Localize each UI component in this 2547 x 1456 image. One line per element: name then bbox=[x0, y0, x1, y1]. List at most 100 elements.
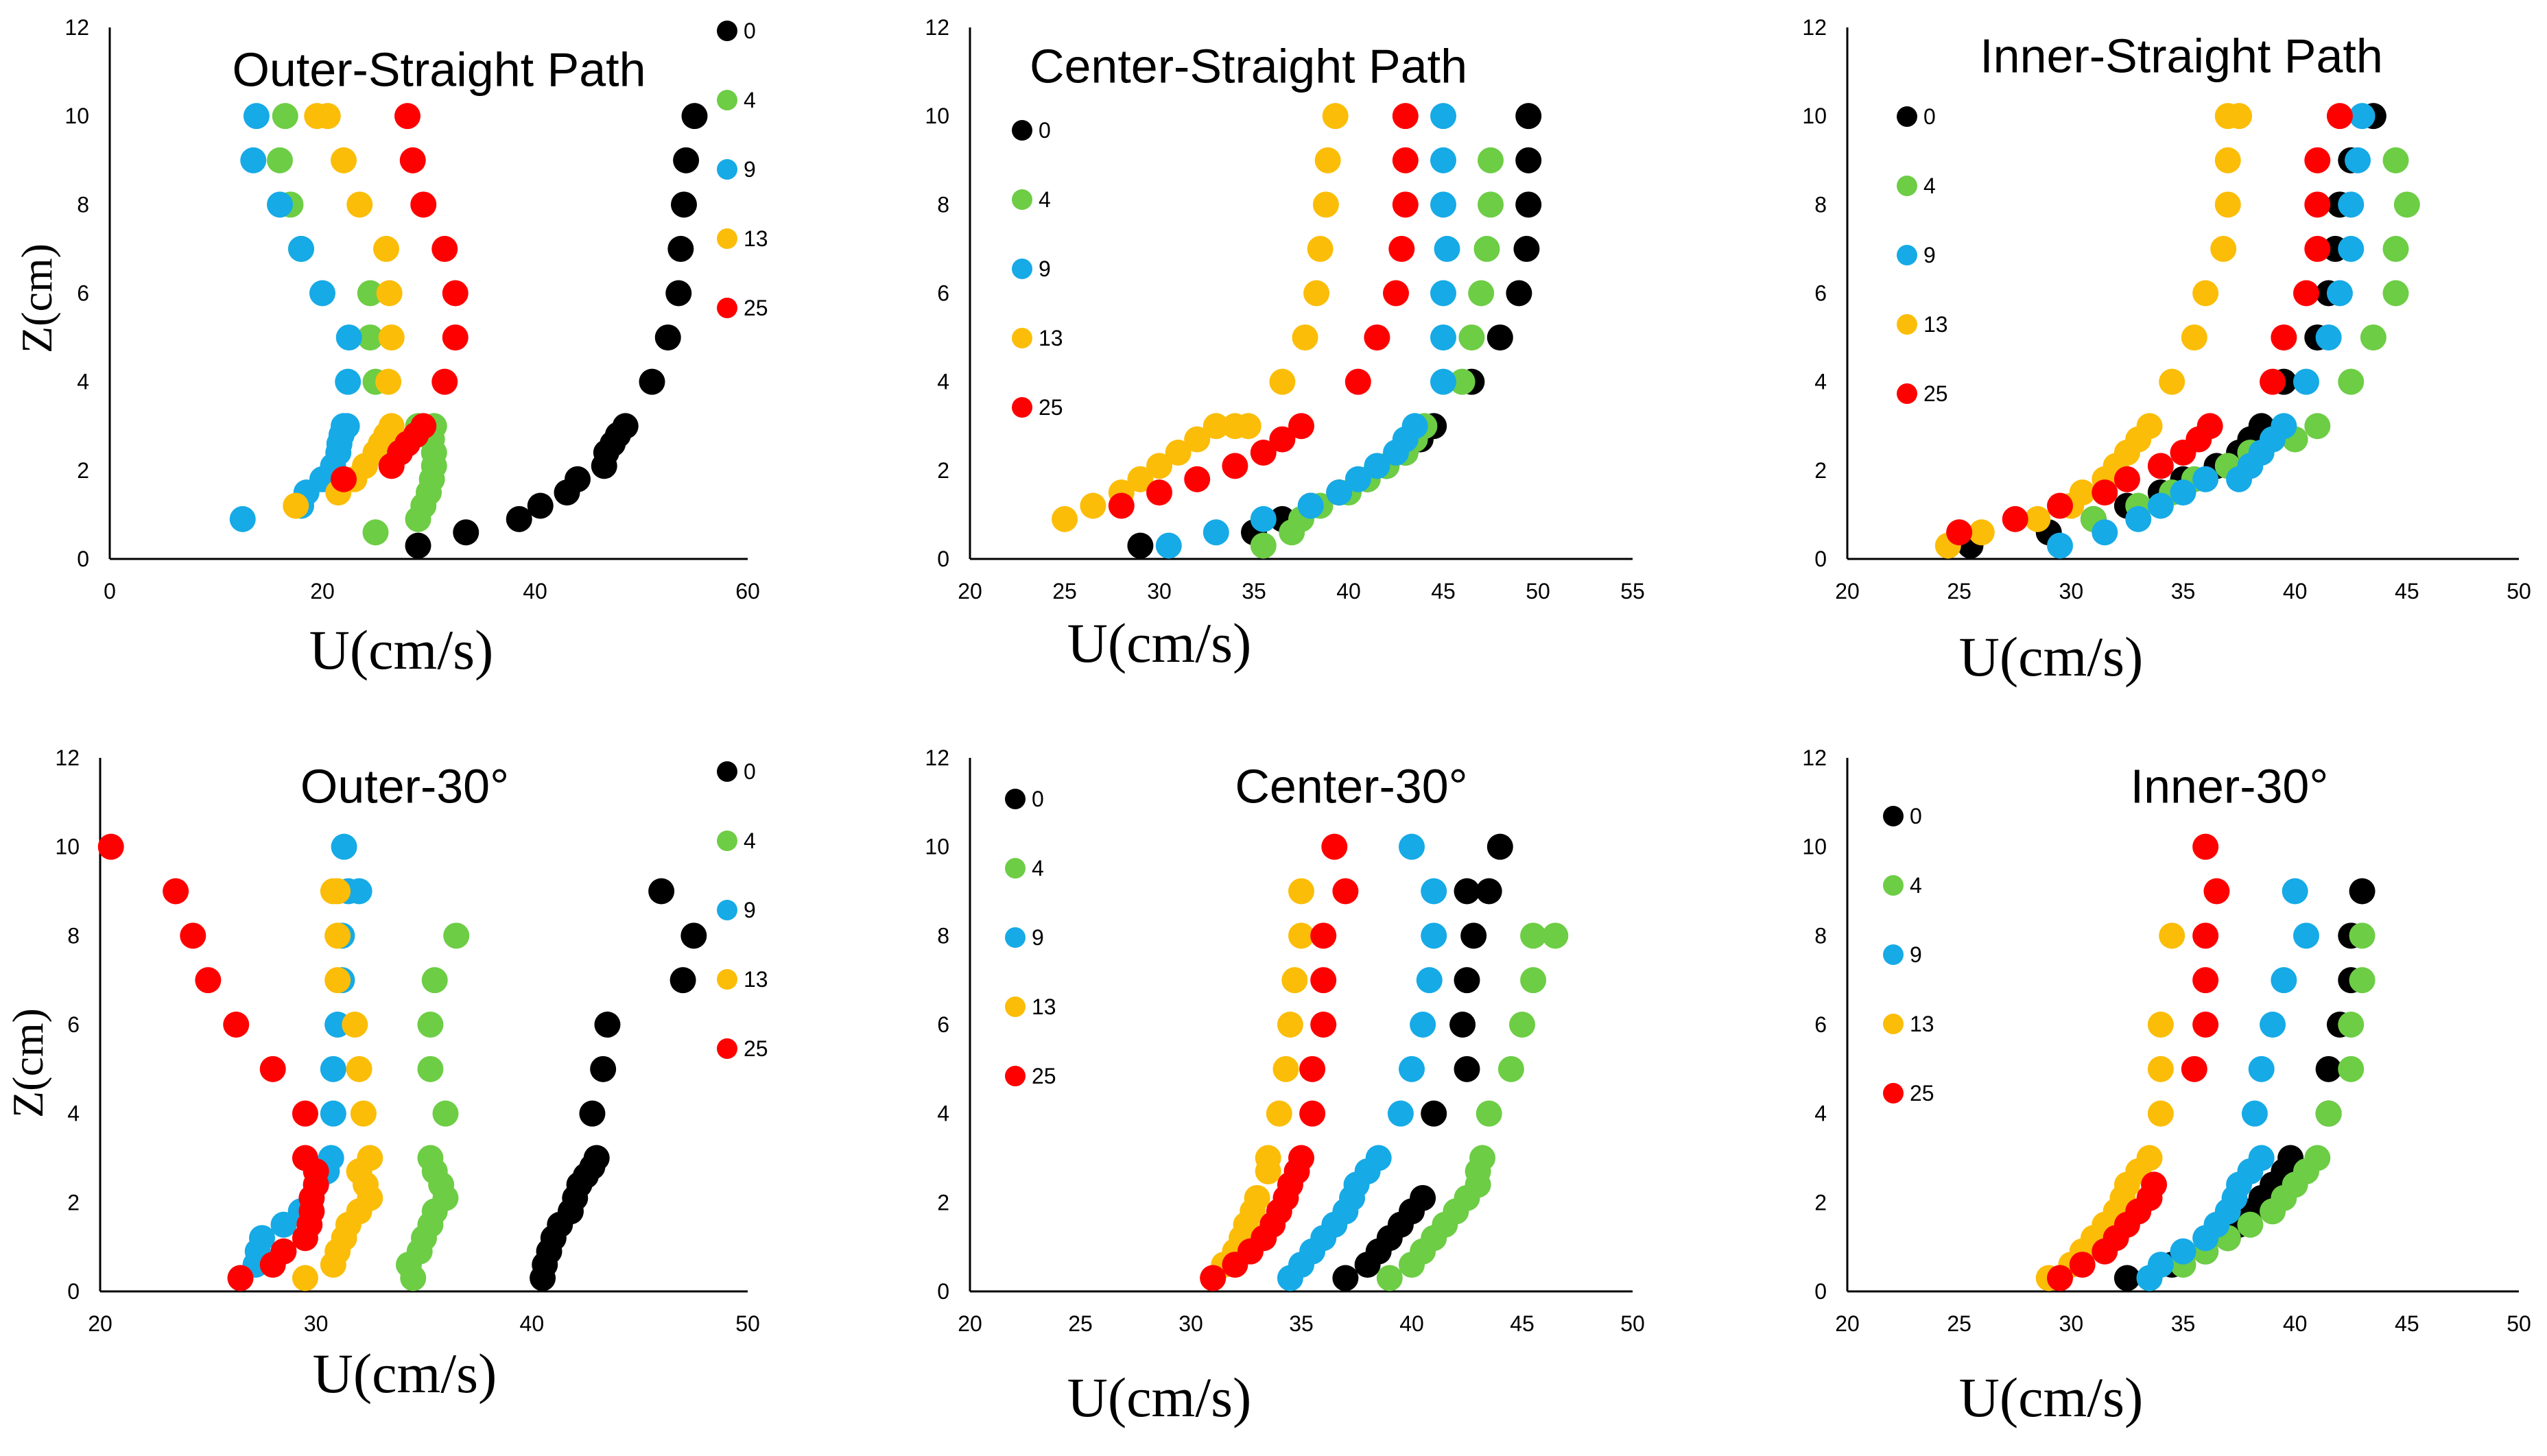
chart-5-x-tick: 50 bbox=[2507, 1311, 2531, 1336]
chart-5-x-tick: 35 bbox=[2171, 1311, 2196, 1336]
chart-3-legend-label: 4 bbox=[744, 828, 756, 853]
chart-5-y-tick: 2 bbox=[1814, 1190, 1827, 1215]
chart-3-point-series-9 bbox=[346, 878, 372, 905]
chart-5-point-series-9 bbox=[2248, 1145, 2275, 1171]
chart-2-point-series-4 bbox=[2382, 147, 2409, 174]
chart-0-y-tick: 8 bbox=[77, 192, 89, 217]
chart-0-point-series-0 bbox=[506, 505, 532, 532]
chart-1-point-series-25 bbox=[1392, 103, 1419, 130]
chart-5-point-series-25 bbox=[2192, 1012, 2219, 1038]
chart-5-point-series-13 bbox=[2159, 922, 2185, 949]
chart-5-point-series-9 bbox=[2248, 1055, 2275, 1082]
chart-1-point-series-4 bbox=[1478, 191, 1504, 218]
chart-4-point-series-9 bbox=[1365, 1145, 1392, 1171]
chart-4-legend-marker bbox=[1005, 858, 1026, 879]
chart-5-point-series-4 bbox=[2338, 1012, 2365, 1038]
chart-2-y-tick: 2 bbox=[1814, 458, 1827, 483]
chart-0-point-series-4 bbox=[362, 519, 389, 546]
chart-0-point-series-9 bbox=[240, 147, 267, 174]
chart-0-point-series-25 bbox=[442, 324, 469, 351]
chart-2-point-series-13 bbox=[2226, 103, 2253, 130]
chart-2-point-series-13 bbox=[2069, 479, 2096, 506]
chart-5-title: Inner-30° bbox=[2131, 759, 2329, 813]
chart-1-legend-marker bbox=[1012, 189, 1032, 210]
chart-1-y-tick: 10 bbox=[925, 104, 949, 128]
chart-4-point-series-25 bbox=[1321, 833, 1348, 860]
chart-3-x-tick: 30 bbox=[304, 1311, 329, 1336]
chart-2-point-series-13 bbox=[2136, 413, 2163, 440]
chart-3-point-series-13 bbox=[342, 1012, 368, 1038]
chart-2-y-tick: 12 bbox=[1802, 15, 1827, 40]
chart-5-point-series-9 bbox=[2260, 1012, 2286, 1038]
chart-1-point-series-0 bbox=[1127, 532, 1154, 559]
chart-1-point-series-13 bbox=[1292, 324, 1318, 351]
chart-2-point-series-4 bbox=[2360, 324, 2386, 351]
chart-2-point-series-25 bbox=[1946, 519, 1973, 546]
chart-0-point-series-13 bbox=[346, 191, 373, 218]
chart-1-point-series-0 bbox=[1506, 280, 1532, 307]
chart-0-point-series-0 bbox=[565, 466, 591, 492]
chart-2-point-series-9 bbox=[2345, 147, 2371, 174]
chart-0-point-series-4 bbox=[267, 147, 293, 174]
chart-3-point-series-25 bbox=[163, 878, 189, 905]
chart-3-point-series-0 bbox=[648, 878, 675, 905]
chart-4-point-series-9 bbox=[1416, 967, 1443, 994]
chart-4-y-tick: 4 bbox=[937, 1101, 949, 1126]
chart-3-point-series-25 bbox=[259, 1055, 286, 1082]
chart-5-point-series-25 bbox=[2047, 1265, 2074, 1291]
chart-3-y-tick: 0 bbox=[67, 1279, 80, 1304]
chart-3-y-tick: 2 bbox=[67, 1190, 80, 1215]
chart-2-x-tick: 25 bbox=[1947, 579, 1971, 604]
chart-2-point-series-13 bbox=[2159, 368, 2185, 395]
chart-0-point-series-9 bbox=[309, 280, 335, 307]
chart-5-point-series-25 bbox=[2192, 967, 2219, 994]
chart-2-legend-marker bbox=[1897, 245, 1917, 265]
chart-0-point-series-13 bbox=[283, 492, 309, 519]
chart-1-point-series-13 bbox=[1235, 413, 1261, 440]
chart-5-point-series-25 bbox=[2192, 922, 2219, 949]
chart-4-point-series-13 bbox=[1255, 1145, 1281, 1171]
chart-4-y-tick: 0 bbox=[937, 1279, 949, 1304]
chart-2-point-series-25 bbox=[2196, 413, 2223, 440]
chart-1-point-series-25 bbox=[1184, 466, 1211, 492]
chart-0-y-tick: 2 bbox=[77, 458, 89, 483]
chart-2-point-series-13 bbox=[1968, 519, 1995, 546]
chart-1-point-series-9 bbox=[1297, 492, 1324, 519]
chart-2-point-series-4 bbox=[2393, 191, 2420, 218]
chart-2-point-series-25 bbox=[2002, 505, 2028, 532]
chart-4-point-series-0 bbox=[1476, 878, 1502, 905]
chart-5-point-series-25 bbox=[2069, 1252, 2096, 1278]
chart-4-point-series-9 bbox=[1421, 922, 1447, 949]
chart-3-point-series-13 bbox=[324, 967, 351, 994]
chart-4-y-tick: 12 bbox=[925, 745, 949, 770]
chart-5-point-series-13 bbox=[2147, 1055, 2174, 1082]
chart-1-point-series-13 bbox=[1303, 280, 1330, 307]
chart-5-x-tick: 20 bbox=[1835, 1311, 1860, 1336]
chart-1-legend-label: 9 bbox=[1039, 256, 1051, 281]
chart-0-point-series-0 bbox=[527, 492, 554, 519]
chart-4-point-series-0 bbox=[1421, 1100, 1447, 1127]
chart-1-point-series-4 bbox=[1250, 532, 1277, 559]
chart-5-point-series-9 bbox=[2147, 1252, 2174, 1278]
chart-0-y-tick: 0 bbox=[77, 547, 89, 571]
chart-1-point-series-4 bbox=[1468, 280, 1495, 307]
chart-1-x-tick: 40 bbox=[1336, 579, 1361, 604]
chart-5-point-series-25 bbox=[2192, 833, 2219, 860]
chart-3-point-series-25 bbox=[195, 967, 222, 994]
chart-3-point-series-9 bbox=[331, 833, 357, 860]
chart-0-point-series-25 bbox=[442, 280, 469, 307]
chart-2-point-series-13 bbox=[2024, 505, 2051, 532]
chart-3-y-tick: 4 bbox=[67, 1101, 80, 1126]
chart-1-point-series-13 bbox=[1203, 413, 1229, 440]
chart-5-point-series-9 bbox=[2241, 1100, 2268, 1127]
chart-5-x-tick: 40 bbox=[2283, 1311, 2308, 1336]
chart-2-point-series-13 bbox=[2214, 147, 2241, 174]
chart-4-point-series-4 bbox=[1469, 1145, 1496, 1171]
chart-2-point-series-9 bbox=[2326, 280, 2353, 307]
chart-2-x-tick: 45 bbox=[2395, 579, 2419, 604]
chart-0-x-label: U(cm/s) bbox=[309, 619, 494, 681]
chart-1-point-series-0 bbox=[1513, 235, 1540, 262]
chart-0-legend-label: 9 bbox=[744, 157, 756, 182]
chart-1-point-series-0 bbox=[1515, 191, 1542, 218]
chart-3-point-series-4 bbox=[417, 1055, 444, 1082]
